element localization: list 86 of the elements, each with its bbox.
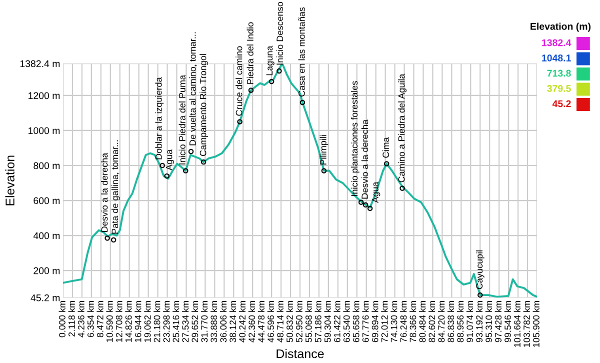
x-tick-label: 105.900 km (532, 301, 540, 347)
x-tick-label: 12.708 km (116, 301, 122, 342)
annotation: Campamento Rio Trongol (200, 54, 208, 156)
annotation: Inicio Descenso (276, 2, 284, 65)
annotation: Inicio plantaciones forestales (350, 81, 360, 196)
x-tick-label: 46.596 km (267, 301, 274, 342)
x-tick-label: 65.658 km (352, 301, 360, 342)
x-tick-label: 59.304 km (324, 301, 331, 342)
y-axis-title: Elevation (5, 156, 14, 206)
x-tick-label: 42.360 km (248, 301, 256, 342)
x-tick-label: 38.124 km (229, 301, 236, 342)
x-tick-label: 52.950 km (296, 301, 302, 342)
x-tick-label: 0.000 km (58, 301, 66, 338)
y-tick-label: 400 m (33, 232, 60, 240)
x-tick-label: 27.534 km (182, 301, 189, 342)
color-bar-label: 379.5 (547, 85, 571, 92)
annotation: Desvio a la derecha (101, 152, 108, 232)
x-tick-label: 29.652 km (192, 301, 198, 342)
x-tick-label: 103.782 km (523, 301, 530, 347)
x-tick-label: 50.832 km (286, 301, 293, 342)
annotation: Cruce del camino (236, 46, 242, 116)
annotation: Camino a Piedra del Aguila (398, 74, 406, 182)
x-tick-label: 78.366 km (410, 301, 416, 342)
x-tick-label: 101.664 km (514, 301, 520, 347)
x-tick-label: 44.478 km (258, 301, 265, 342)
x-tick-label: 69.894 km (372, 301, 378, 342)
annotation: Cima (382, 137, 390, 158)
annotation: Casa en las montañas (298, 7, 305, 96)
y-tick-label: 200 m (34, 267, 60, 274)
x-axis-title: Distance (276, 349, 324, 358)
x-tick-label: 57.186 km (314, 301, 322, 342)
x-tick-label: 48.714 km (276, 301, 284, 342)
x-tick-label: 99.546 km (504, 301, 511, 342)
x-tick-label: 33.888 km (210, 301, 218, 342)
y-tick-label: 1200 m (28, 92, 60, 100)
x-tick-label: 2.118 km (68, 301, 75, 336)
color-bar-label: 1382.4 (542, 39, 572, 46)
x-tick-label: 21.180 km (154, 301, 160, 342)
y-tick-label: 45.2 m (30, 294, 60, 302)
x-tick-label: 19.062 km (144, 301, 151, 342)
x-tick-label: 61.422 km (334, 301, 340, 342)
y-tick-label: 800 m (34, 162, 60, 170)
x-tick-label: 36.006 km (220, 301, 227, 342)
x-tick-label: 10.590 km (106, 301, 113, 342)
x-tick-label: 25.416 km (172, 301, 180, 342)
x-tick-label: 93.192 km (476, 301, 483, 342)
x-tick-label: 63.540 km (343, 301, 350, 342)
y-tick-label: 600 m (34, 197, 60, 204)
annotation: Pata de gallina, tomar... (111, 140, 120, 234)
x-tick-label: 67.776 km (362, 301, 369, 342)
x-tick-label: 97.428 km (494, 301, 502, 342)
x-tick-label: 55.068 km (305, 301, 312, 342)
x-tick-label: 76.248 km (400, 301, 407, 342)
annotation: Agua (372, 182, 380, 203)
x-tick-label: 14.826 km (125, 301, 132, 342)
x-tick-label: 95.310 km (485, 301, 492, 342)
color-bar-label: 1048.1 (542, 54, 571, 62)
color-bar-label: 45.2 (552, 100, 571, 108)
x-tick-label: 80.484 km (419, 301, 426, 342)
color-bar-label: 713.8 (547, 70, 571, 77)
annotation: Desvio a la derecha (361, 120, 368, 199)
annotation: Inicio Piedra del Puma (178, 74, 186, 164)
annotation: Doblar a la izquierda (155, 77, 164, 160)
x-tick-label: 23.298 km (163, 301, 170, 342)
x-tick-label: 86.838 km (447, 301, 454, 342)
x-tick-label: 40.242 km (238, 301, 246, 342)
x-tick-label: 72.012 km (381, 301, 388, 342)
x-tick-label: 88.956 km (456, 301, 464, 342)
annotation: Piedra del Indio (246, 22, 254, 84)
x-tick-label: 74.130 km (390, 301, 398, 342)
x-tick-label: 84.720 km (438, 301, 445, 342)
annotation: Pilimpili (320, 135, 328, 164)
x-tick-label: 91.074 km (466, 301, 474, 342)
x-tick-label: 82.602 km (428, 301, 436, 342)
x-tick-label: 31.770 km (200, 301, 208, 342)
x-tick-label: 8.472 km (96, 301, 104, 338)
annotation: Cayucupil (476, 250, 484, 290)
x-tick-label: 4.236 km (78, 301, 84, 338)
annotation: Agua (166, 149, 174, 170)
color-bar-title: Elevation (m) (530, 22, 591, 32)
y-tick-label: 1000 m (28, 127, 60, 134)
x-tick-label: 6.354 km (87, 301, 94, 338)
annotation: De vuelta al camino, tomar... (189, 32, 197, 146)
x-tick-label: 16.944 km (134, 301, 142, 342)
annotation: Laguna (266, 46, 274, 76)
y-tick-label: 1382.4 m (20, 60, 60, 68)
